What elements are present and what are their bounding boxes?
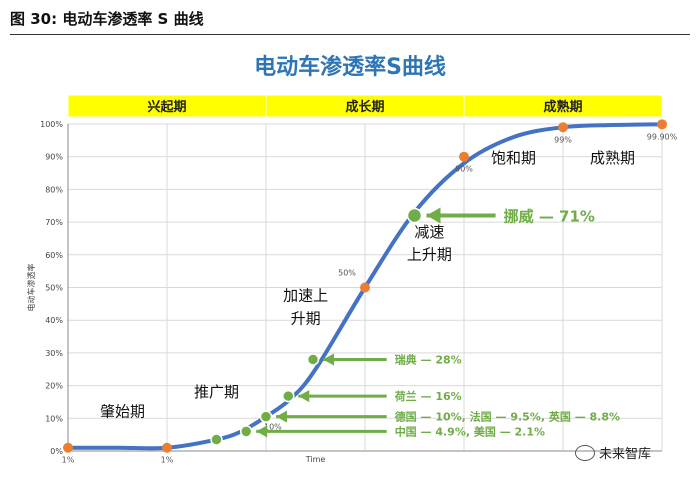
stage-label-6: 上升期 — [407, 246, 452, 264]
milestone-label-6: 99% — [554, 135, 572, 144]
country-point-4 — [282, 389, 295, 403]
y-tick-label: 30% — [45, 349, 63, 358]
milestone-label-5: 90% — [455, 165, 473, 174]
stage-label-2: 推广期 — [194, 383, 239, 401]
y-tick-label: 40% — [45, 316, 63, 325]
phase-label-1: 兴起期 — [147, 99, 186, 115]
chart-title: 电动车渗透率S曲线 — [254, 54, 446, 80]
y-tick-label: 10% — [45, 414, 63, 423]
y-tick-label: 50% — [45, 284, 63, 293]
y-tick-label: 20% — [45, 382, 63, 391]
milestone-point-4 — [360, 282, 370, 293]
milestone-point-1 — [63, 442, 73, 453]
figure-caption: 图 30: 电动车渗透率 S 曲线 — [10, 10, 204, 28]
country-point-1 — [210, 433, 223, 446]
annotation-arrowhead-3 — [298, 390, 310, 403]
stage-label-1: 肇始期 — [100, 403, 145, 421]
annotation-text-2: 瑞典 — 28% — [395, 352, 462, 366]
stage-label-5: 减速 — [414, 223, 444, 241]
stage-label-3: 加速上 — [283, 287, 328, 305]
annotation-arrowhead-5 — [256, 425, 268, 438]
stage-label-8: 成熟期 — [590, 149, 635, 167]
phase-band-3 — [463, 94, 663, 118]
phase-label-3: 成熟期 — [543, 99, 582, 115]
milestone-label-1: 1% — [62, 456, 75, 465]
wechat-icon — [575, 444, 595, 461]
stage-label-4: 升期 — [291, 309, 321, 327]
milestone-label-2: 1% — [161, 456, 174, 465]
y-tick-label: 0% — [50, 447, 63, 456]
milestone-label-3: 10% — [264, 423, 282, 432]
milestone-point-7 — [657, 119, 667, 130]
annotation-text-3: 荷兰 — 16% — [394, 389, 462, 403]
annotation-arrowhead-4 — [276, 410, 287, 423]
country-point-3 — [259, 410, 273, 423]
y-tick-label: 60% — [45, 251, 63, 260]
country-point-2 — [239, 425, 253, 438]
annotation-text-1: 挪威 — 71% — [504, 208, 595, 226]
annotation-arrowhead-2 — [323, 353, 335, 366]
y-tick-label: 100% — [40, 120, 63, 129]
y-axis-label: 电动车渗透率 — [26, 264, 36, 312]
annotation-arrowhead-1 — [426, 207, 441, 224]
milestone-label-7: 99.90% — [647, 132, 678, 141]
milestone-point-5 — [459, 151, 469, 162]
y-tick-label: 80% — [45, 185, 63, 194]
milestone-point-2 — [162, 442, 172, 453]
x-axis-label: Time — [305, 455, 326, 464]
milestone-point-6 — [558, 122, 568, 133]
penetration-s-curve — [66, 122, 664, 451]
country-point-5 — [306, 353, 320, 366]
country-point-6 — [406, 207, 423, 224]
milestone-label-4: 50% — [338, 269, 356, 278]
y-tick-label: 90% — [45, 153, 63, 162]
annotation-text-4: 德国 — 10%, 法国 — 9.5%, 英国 — 8.8% — [394, 410, 620, 424]
watermark-text: 未来智库 — [599, 447, 652, 462]
phase-label-2: 成长期 — [345, 99, 384, 115]
caption-divider — [10, 34, 690, 35]
watermark: 未来智库 — [575, 443, 651, 462]
y-tick-label: 70% — [45, 218, 63, 227]
annotation-text-5: 中国 — 4.9%, 美国 — 2.1% — [395, 424, 545, 438]
stage-label-7: 饱和期 — [491, 149, 536, 167]
